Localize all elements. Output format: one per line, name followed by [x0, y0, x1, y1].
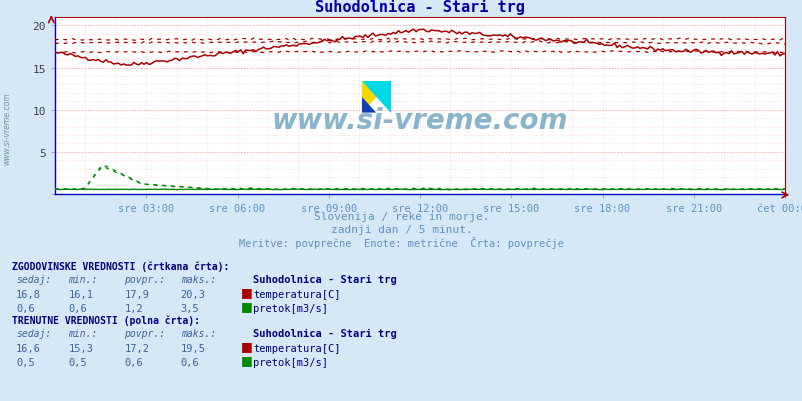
Text: Suhodolnica - Stari trg: Suhodolnica - Stari trg [253, 328, 396, 338]
Text: www.si-vreme.com: www.si-vreme.com [271, 106, 568, 134]
Text: maks.:: maks.: [180, 274, 216, 284]
Text: 17,9: 17,9 [124, 289, 149, 299]
Text: ■: ■ [241, 353, 253, 366]
Text: 0,5: 0,5 [68, 357, 87, 367]
Text: 15,3: 15,3 [68, 343, 93, 353]
Text: Slovenija / reke in morje.: Slovenija / reke in morje. [314, 211, 488, 221]
Text: min.:: min.: [68, 328, 98, 338]
Text: 1,2: 1,2 [124, 303, 143, 313]
Text: 0,6: 0,6 [180, 357, 199, 367]
Text: povpr.:: povpr.: [124, 328, 165, 338]
Text: temperatura[C]: temperatura[C] [253, 289, 340, 299]
Text: sedaj:: sedaj: [16, 328, 51, 338]
Text: povpr.:: povpr.: [124, 274, 165, 284]
Text: ■: ■ [241, 339, 253, 352]
Text: 0,6: 0,6 [124, 357, 143, 367]
Text: maks.:: maks.: [180, 328, 216, 338]
Text: 19,5: 19,5 [180, 343, 205, 353]
Text: 3,5: 3,5 [180, 303, 199, 313]
Text: 0,5: 0,5 [16, 357, 34, 367]
Text: min.:: min.: [68, 274, 98, 284]
Title: Suhodolnica - Stari trg: Suhodolnica - Stari trg [314, 0, 525, 15]
Text: ■: ■ [241, 285, 253, 298]
Text: 16,8: 16,8 [16, 289, 41, 299]
Text: TRENUTNE VREDNOSTI (polna črta):: TRENUTNE VREDNOSTI (polna črta): [12, 315, 200, 325]
Text: sedaj:: sedaj: [16, 274, 51, 284]
Text: zadnji dan / 5 minut.: zadnji dan / 5 minut. [330, 225, 472, 235]
Text: 17,2: 17,2 [124, 343, 149, 353]
Text: ■: ■ [241, 299, 253, 312]
Text: 20,3: 20,3 [180, 289, 205, 299]
Text: 16,6: 16,6 [16, 343, 41, 353]
Text: pretok[m3/s]: pretok[m3/s] [253, 303, 327, 313]
Text: temperatura[C]: temperatura[C] [253, 343, 340, 353]
Text: 0,6: 0,6 [68, 303, 87, 313]
Text: 0,6: 0,6 [16, 303, 34, 313]
Text: 16,1: 16,1 [68, 289, 93, 299]
Text: Suhodolnica - Stari trg: Suhodolnica - Stari trg [253, 274, 396, 284]
Text: Meritve: povprečne  Enote: metrične  Črta: povprečje: Meritve: povprečne Enote: metrične Črta:… [239, 237, 563, 248]
Text: pretok[m3/s]: pretok[m3/s] [253, 357, 327, 367]
Text: ZGODOVINSKE VREDNOSTI (črtkana črta):: ZGODOVINSKE VREDNOSTI (črtkana črta): [12, 261, 229, 271]
Text: www.si-vreme.com: www.si-vreme.com [2, 92, 11, 164]
